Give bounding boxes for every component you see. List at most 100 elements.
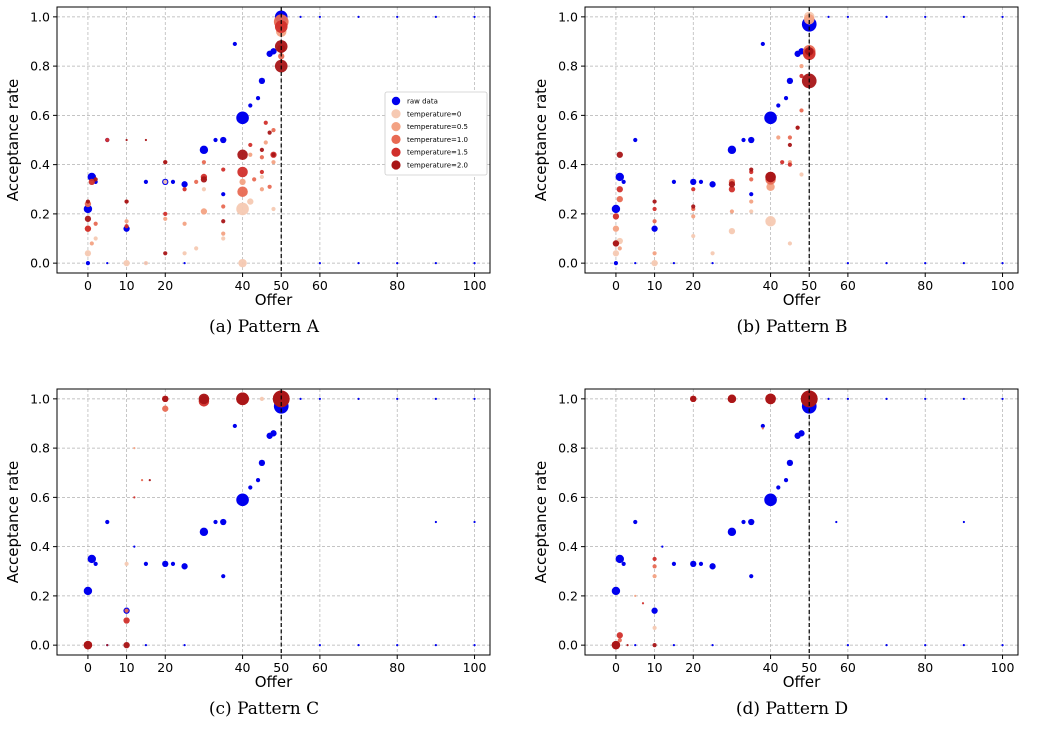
panel-pattern-d: 0 10 20 40 50 60 80 100 0.0 0.2 0.4 0.6 0.8 1.0 Offer A… (528, 382, 1056, 746)
data-point (396, 15, 399, 18)
data-point (255, 478, 261, 483)
x-tick-label: 100 (991, 278, 1015, 293)
data-point (748, 518, 755, 526)
data-point (727, 145, 737, 155)
y-tick-label: 1.0 (30, 9, 50, 24)
data-point (248, 142, 253, 148)
data-point (617, 246, 622, 251)
data-point (616, 186, 623, 193)
data-point (652, 574, 657, 579)
y-tick-label: 0.4 (558, 539, 578, 554)
data-point (88, 178, 95, 186)
data-point (144, 644, 148, 647)
data-point (221, 219, 226, 224)
x-tick-label: 50 (273, 278, 289, 293)
data-point (199, 527, 209, 537)
data-point (182, 251, 187, 256)
scatter-plot-c: 0 10 20 40 50 60 80 100 0.0 0.2 0.4 0.6 0.8 1.0 Offer A… (4, 388, 491, 691)
data-point (728, 227, 736, 235)
y-axis-title: Acceptance rate (532, 79, 550, 202)
data-point (396, 262, 399, 265)
data-point (181, 181, 188, 188)
y-tick-label: 0.2 (558, 588, 578, 603)
data-point (247, 198, 254, 205)
panel-pattern-a: 0 10 20 40 50 60 80 100 0.0 0.2 0.4 0.6 0.8 1.0 Offer A… (0, 0, 528, 364)
data-point (761, 427, 764, 430)
scatter-plot-d: 0 10 20 40 50 60 80 100 0.0 0.2 0.4 0.6 0.8 1.0 Offer A… (532, 388, 1019, 691)
plot-frame (584, 6, 1019, 274)
x-tick-label: 100 (463, 278, 487, 293)
data-point (199, 145, 209, 155)
plot-frame (56, 388, 491, 656)
data-point (85, 261, 91, 266)
data-point (652, 556, 657, 562)
data-point (163, 160, 168, 165)
data-point (780, 160, 785, 165)
data-point (125, 138, 128, 142)
y-tick-label: 1.0 (558, 391, 578, 406)
data-point (271, 206, 276, 212)
data-point (239, 178, 246, 186)
data-point (248, 485, 253, 490)
data-points (611, 390, 1004, 650)
data-point (255, 96, 261, 101)
data-point (221, 192, 226, 197)
data-point (672, 262, 676, 265)
x-tick-label: 60 (312, 660, 328, 675)
data-point (124, 224, 129, 229)
data-point (434, 397, 437, 400)
data-point (698, 561, 704, 566)
data-point (652, 219, 657, 224)
data-point (93, 236, 98, 241)
x-tick-label: 10 (647, 660, 663, 675)
data-point (783, 96, 789, 101)
data-point (259, 147, 265, 152)
data-point (473, 644, 476, 647)
scatter-plot-a: 0 10 20 40 50 60 80 100 0.0 0.2 0.4 0.6 0.8 1.0 Offer A… (4, 6, 491, 309)
data-point (201, 187, 207, 192)
y-tick-label: 1.0 (558, 9, 578, 24)
y-tick-label: 0.0 (30, 256, 50, 271)
data-point (124, 199, 129, 204)
data-point (83, 586, 93, 596)
x-tick-label: 100 (463, 660, 487, 675)
data-point (617, 638, 622, 643)
x-axis-title: Offer (255, 673, 293, 691)
y-tick-label: 0.0 (558, 638, 578, 653)
data-point (248, 103, 253, 108)
y-tick-label: 0.8 (30, 59, 50, 74)
plot-frame (584, 388, 1019, 656)
data-point (634, 262, 637, 265)
data-point (258, 459, 266, 467)
data-point (221, 574, 226, 579)
data-point (194, 179, 199, 184)
data-point (170, 179, 176, 184)
x-tick-label: 50 (801, 660, 817, 675)
x-tick-label: 50 (273, 660, 289, 675)
data-point (200, 176, 208, 183)
y-tick-label: 0.0 (558, 256, 578, 271)
data-point (270, 430, 277, 437)
panel-pattern-b: 0 10 20 40 50 60 80 100 0.0 0.2 0.4 0.6 0.8 1.0 Offer A… (528, 0, 1056, 364)
data-point (163, 251, 168, 256)
data-point (776, 103, 781, 108)
y-tick-label: 0.4 (558, 157, 578, 172)
data-point (672, 644, 676, 647)
data-point (652, 564, 657, 569)
data-point (885, 397, 888, 400)
legend-marker (391, 147, 401, 157)
data-point (84, 250, 92, 257)
data-point (123, 641, 130, 649)
y-tick-label: 0.2 (558, 206, 578, 221)
data-point (271, 128, 276, 133)
data-point (728, 181, 736, 188)
legend-label: temperature=2.0 (407, 162, 468, 170)
data-point (299, 15, 302, 18)
data-point (962, 520, 965, 524)
y-tick-label: 0.6 (30, 108, 50, 123)
x-axis-title: Offer (255, 291, 293, 309)
caption-d: (d) Pattern D (735, 699, 849, 719)
data-point (749, 209, 754, 214)
grid-lines (585, 7, 1018, 273)
x-tick-label: 0 (84, 660, 92, 675)
